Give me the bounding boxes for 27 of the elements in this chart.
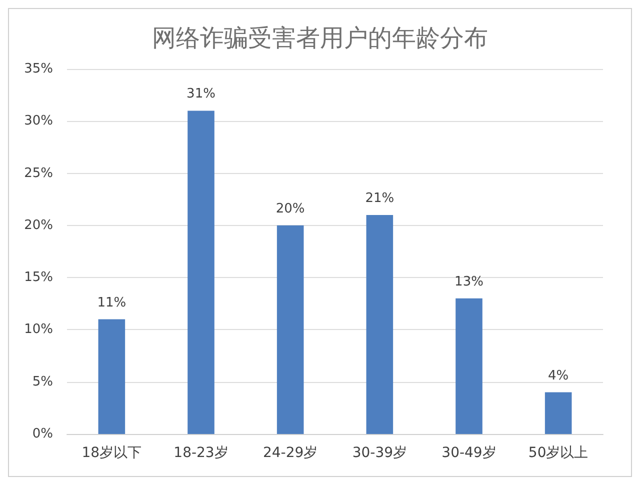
- bar: [366, 215, 394, 434]
- y-tick-label: 0%: [32, 426, 53, 442]
- bar: [98, 319, 126, 434]
- bar: [276, 225, 304, 434]
- x-tick-label: 18-23岁: [174, 445, 228, 461]
- x-tick-label: 18岁以下: [82, 445, 142, 461]
- y-tick-label: 5%: [32, 374, 53, 390]
- bar: [188, 110, 214, 434]
- data-label: 31%: [186, 86, 216, 102]
- data-label: 4%: [548, 368, 569, 384]
- x-tick-label: 24-29岁: [262, 445, 318, 461]
- y-tick-label: 25%: [24, 166, 53, 181]
- x-tick-label: 30-49岁: [442, 445, 496, 461]
- bar: [456, 298, 482, 434]
- chart-title: 网络诈骗受害者用户的年龄分布: [152, 24, 488, 52]
- data-label: 11%: [97, 295, 126, 310]
- y-tick-label: 35%: [24, 62, 53, 76]
- x-tick-label: 30-39岁: [352, 445, 408, 461]
- x-tick-label: 50岁以上: [528, 445, 588, 461]
- data-label: 13%: [454, 274, 484, 290]
- y-tick-label: 30%: [24, 114, 53, 129]
- y-tick-label: 15%: [24, 270, 53, 286]
- data-label: 20%: [276, 201, 305, 216]
- y-tick-label: 10%: [24, 322, 53, 338]
- y-tick-label: 20%: [24, 218, 53, 233]
- bar: [544, 392, 572, 434]
- data-label: 21%: [365, 191, 394, 206]
